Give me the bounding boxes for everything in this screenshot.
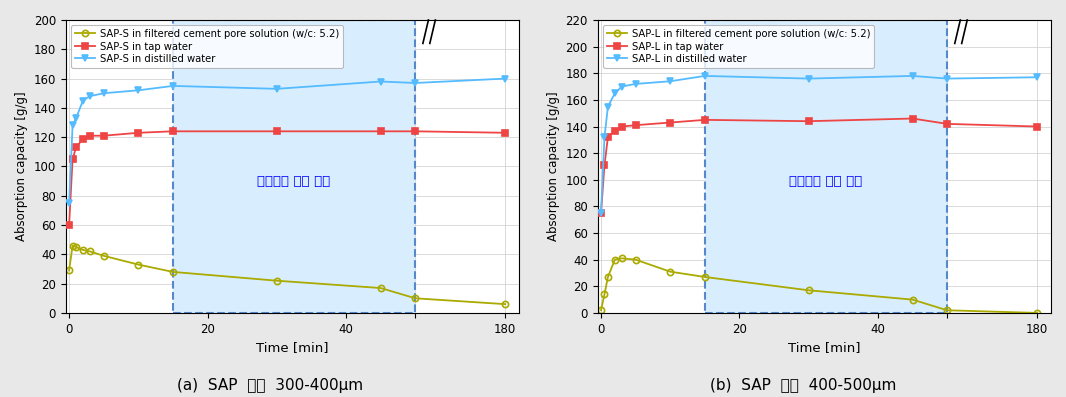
SAP-L in filtered cement pore solution (w/c: 5.2): (1, 27): 5.2): (1, 27)	[601, 275, 614, 279]
SAP-L in tap water	[698, 118, 711, 122]
SAP-S in distilled water	[63, 201, 76, 206]
SAP-S in filtered cement pore solution (w/c: 5.2): (15, 28): 5.2): (15, 28)	[166, 270, 179, 274]
SAP-S in distilled water	[409, 81, 422, 85]
SAP-S in filtered cement pore solution (w/c: 5.2): (2, 43): 5.2): (2, 43)	[77, 248, 90, 252]
SAP-L in distilled water	[1031, 75, 1044, 80]
SAP-S in distilled water	[166, 83, 179, 88]
SAP-S in filtered cement pore solution (w/c: 5.2): (3, 42): 5.2): (3, 42)	[83, 249, 96, 254]
SAP-L in distilled water	[906, 73, 919, 78]
SAP-L in tap water	[906, 116, 919, 121]
SAP-S in tap water	[83, 133, 96, 138]
SAP-L in filtered cement pore solution (w/c: 5.2): (3, 41): 5.2): (3, 41)	[615, 256, 628, 261]
SAP-L in distilled water	[601, 104, 614, 109]
Legend: SAP-L in filtered cement pore solution (w/c: 5.2), SAP-L in tap water, SAP-L in : SAP-L in filtered cement pore solution (…	[602, 25, 874, 68]
SAP-L in filtered cement pore solution (w/c: 5.2): (5, 40): 5.2): (5, 40)	[629, 257, 642, 262]
SAP-L in distilled water	[595, 211, 608, 216]
SAP-S in tap water	[499, 130, 512, 135]
SAP-S in tap water	[97, 133, 110, 138]
SAP-S in filtered cement pore solution (w/c: 5.2): (10, 33): 5.2): (10, 33)	[132, 262, 145, 267]
SAP-L in tap water	[615, 124, 628, 129]
Text: (a)  SAP  입도  300-400μm: (a) SAP 입도 300-400μm	[177, 378, 362, 393]
SAP-L in filtered cement pore solution (w/c: 5.2): (15, 27): 5.2): (15, 27)	[698, 275, 711, 279]
SAP-L in tap water	[601, 135, 614, 140]
X-axis label: Time [min]: Time [min]	[256, 341, 328, 354]
SAP-L in filtered cement pore solution (w/c: 5.2): (50, 2): 5.2): (50, 2)	[941, 308, 954, 313]
SAP-S in tap water	[63, 223, 76, 227]
SAP-L in tap water	[595, 211, 608, 216]
X-axis label: Time [min]: Time [min]	[788, 341, 860, 354]
SAP-L in filtered cement pore solution (w/c: 5.2): (2, 40): 5.2): (2, 40)	[609, 257, 621, 262]
SAP-S in tap water	[132, 130, 145, 135]
SAP-L in filtered cement pore solution (w/c: 5.2): (10, 31): 5.2): (10, 31)	[664, 269, 677, 274]
SAP-L in distilled water	[941, 76, 954, 81]
SAP-L in tap water	[609, 128, 621, 133]
Y-axis label: Absorption capacity [g/g]: Absorption capacity [g/g]	[547, 92, 560, 241]
SAP-L in distilled water	[609, 91, 621, 96]
SAP-S in filtered cement pore solution (w/c: 5.2): (0, 29): 5.2): (0, 29)	[63, 268, 76, 273]
SAP-S in tap water	[77, 136, 90, 141]
SAP-L in distilled water	[803, 76, 815, 81]
SAP-L in filtered cement pore solution (w/c: 5.2): (30, 17): 5.2): (30, 17)	[803, 288, 815, 293]
SAP-L in distilled water	[664, 79, 677, 84]
SAP-S in distilled water	[66, 123, 79, 128]
SAP-S in distilled water	[83, 94, 96, 98]
Line: SAP-L in filtered cement pore solution (w/c: 5.2): SAP-L in filtered cement pore solution (…	[598, 255, 1040, 316]
SAP-L in distilled water	[629, 81, 642, 86]
SAP-S in filtered cement pore solution (w/c: 5.2): (63, 6): 5.2): (63, 6)	[499, 302, 512, 306]
SAP-L in tap water	[664, 120, 677, 125]
SAP-L in distilled water	[598, 135, 611, 140]
SAP-S in filtered cement pore solution (w/c: 5.2): (50, 10): 5.2): (50, 10)	[409, 296, 422, 301]
SAP-L in tap water	[803, 119, 815, 123]
Bar	[173, 20, 416, 313]
SAP-S in distilled water	[132, 88, 145, 93]
SAP-L in tap water	[941, 121, 954, 126]
SAP-L in filtered cement pore solution (w/c: 5.2): (0.5, 14): 5.2): (0.5, 14)	[598, 292, 611, 297]
SAP-S in distilled water	[77, 98, 90, 103]
SAP-S in distilled water	[97, 91, 110, 96]
SAP-L in tap water	[598, 163, 611, 168]
SAP-L in distilled water	[615, 84, 628, 89]
Legend: SAP-S in filtered cement pore solution (w/c: 5.2), SAP-S in tap water, SAP-S in : SAP-S in filtered cement pore solution (…	[70, 25, 343, 68]
SAP-S in tap water	[69, 145, 82, 150]
SAP-S in distilled water	[271, 87, 284, 91]
SAP-L in tap water	[1031, 124, 1044, 129]
SAP-L in distilled water	[698, 73, 711, 78]
Text: 레오로지 실험 시간: 레오로지 실험 시간	[258, 175, 330, 188]
SAP-S in tap water	[271, 129, 284, 134]
SAP-S in tap water	[374, 129, 387, 134]
SAP-S in filtered cement pore solution (w/c: 5.2): (45, 17): 5.2): (45, 17)	[374, 286, 387, 291]
SAP-L in filtered cement pore solution (w/c: 5.2): (0, 2): 5.2): (0, 2)	[595, 308, 608, 313]
Line: SAP-L in tap water: SAP-L in tap water	[598, 116, 1040, 216]
Text: (b)  SAP  입도  400-500μm: (b) SAP 입도 400-500μm	[710, 378, 895, 393]
SAP-L in tap water	[629, 123, 642, 127]
SAP-S in distilled water	[69, 116, 82, 121]
SAP-S in filtered cement pore solution (w/c: 5.2): (1, 45): 5.2): (1, 45)	[69, 245, 82, 249]
SAP-S in distilled water	[499, 76, 512, 81]
Line: SAP-S in distilled water: SAP-S in distilled water	[66, 75, 508, 206]
Text: 레오로지 실험 시간: 레오로지 실험 시간	[790, 175, 862, 188]
SAP-S in tap water	[166, 129, 179, 134]
Line: SAP-S in filtered cement pore solution (w/c: 5.2): SAP-S in filtered cement pore solution (…	[66, 243, 508, 307]
SAP-S in filtered cement pore solution (w/c: 5.2): (5, 39): 5.2): (5, 39)	[97, 253, 110, 258]
SAP-S in tap water	[66, 157, 79, 162]
Y-axis label: Absorption capacity [g/g]: Absorption capacity [g/g]	[15, 92, 28, 241]
SAP-S in filtered cement pore solution (w/c: 5.2): (0.5, 46): 5.2): (0.5, 46)	[66, 243, 79, 248]
SAP-L in filtered cement pore solution (w/c: 5.2): (63, 0): 5.2): (63, 0)	[1031, 310, 1044, 315]
SAP-L in filtered cement pore solution (w/c: 5.2): (45, 10): 5.2): (45, 10)	[906, 297, 919, 302]
Line: SAP-S in tap water: SAP-S in tap water	[66, 128, 508, 228]
SAP-S in filtered cement pore solution (w/c: 5.2): (30, 22): 5.2): (30, 22)	[271, 278, 284, 283]
Bar	[705, 20, 948, 313]
SAP-S in tap water	[409, 129, 422, 134]
Line: SAP-L in distilled water: SAP-L in distilled water	[598, 73, 1040, 216]
SAP-S in distilled water	[374, 79, 387, 84]
